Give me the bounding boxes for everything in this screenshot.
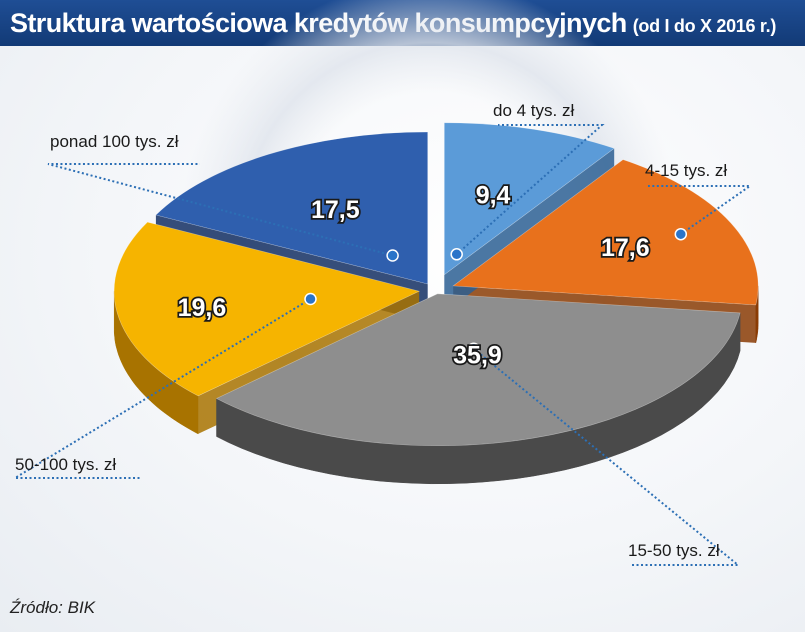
category-label-do-4-tys-zl: do 4 tys. zł bbox=[493, 101, 574, 120]
category-label-ponad-100-tys-zl: ponad 100 tys. zł bbox=[50, 132, 179, 151]
category-label-4-15-tys-zl: 4-15 tys. zł bbox=[645, 161, 727, 180]
slice-ponad-100-tys-zl bbox=[155, 131, 428, 285]
slice-do-4-tys-zl bbox=[444, 122, 615, 276]
value-label-4-15-tys-zl: 17,6 bbox=[601, 234, 650, 262]
source-label: Źródło: BIK bbox=[10, 598, 96, 617]
value-label-do-4-tys-zl: 9,4 bbox=[476, 182, 511, 210]
slice-50-100-tys-zl bbox=[113, 221, 421, 397]
leader-dot-ponad-100-tys-zl bbox=[386, 249, 399, 262]
leader-line-15-50-tys-zl bbox=[473, 347, 741, 566]
category-label-15-50-tys-zl: 15-50 tys. zł bbox=[628, 541, 720, 560]
leader-dot-do-4-tys-zl bbox=[450, 248, 463, 261]
value-label-50-100-tys-zl: 19,6 bbox=[178, 294, 227, 322]
leader-line-ponad-100-tys-zl bbox=[47, 163, 393, 257]
leader-dot-50-100-tys-zl bbox=[304, 292, 317, 306]
leader-line-4-15-tys-zl bbox=[648, 185, 754, 236]
category-label-50-100-tys-zl: 50-100 tys. zł bbox=[15, 455, 116, 474]
leader-dot-15-50-tys-zl bbox=[467, 342, 480, 355]
leader-line-do-4-tys-zl bbox=[456, 124, 605, 256]
slice-15-50-tys-zl bbox=[215, 293, 741, 447]
leader-dot-4-15-tys-zl bbox=[674, 227, 688, 241]
slice-4-15-tys-zl bbox=[452, 159, 759, 306]
leader-line-50-100-tys-zl bbox=[11, 298, 312, 479]
value-label-ponad-100-tys-zl: 17,5 bbox=[311, 196, 360, 224]
chart-subtitle: (od I do X 2016 r.) bbox=[632, 16, 777, 36]
value-label-15-50-tys-zl: 35,9 bbox=[453, 342, 502, 370]
